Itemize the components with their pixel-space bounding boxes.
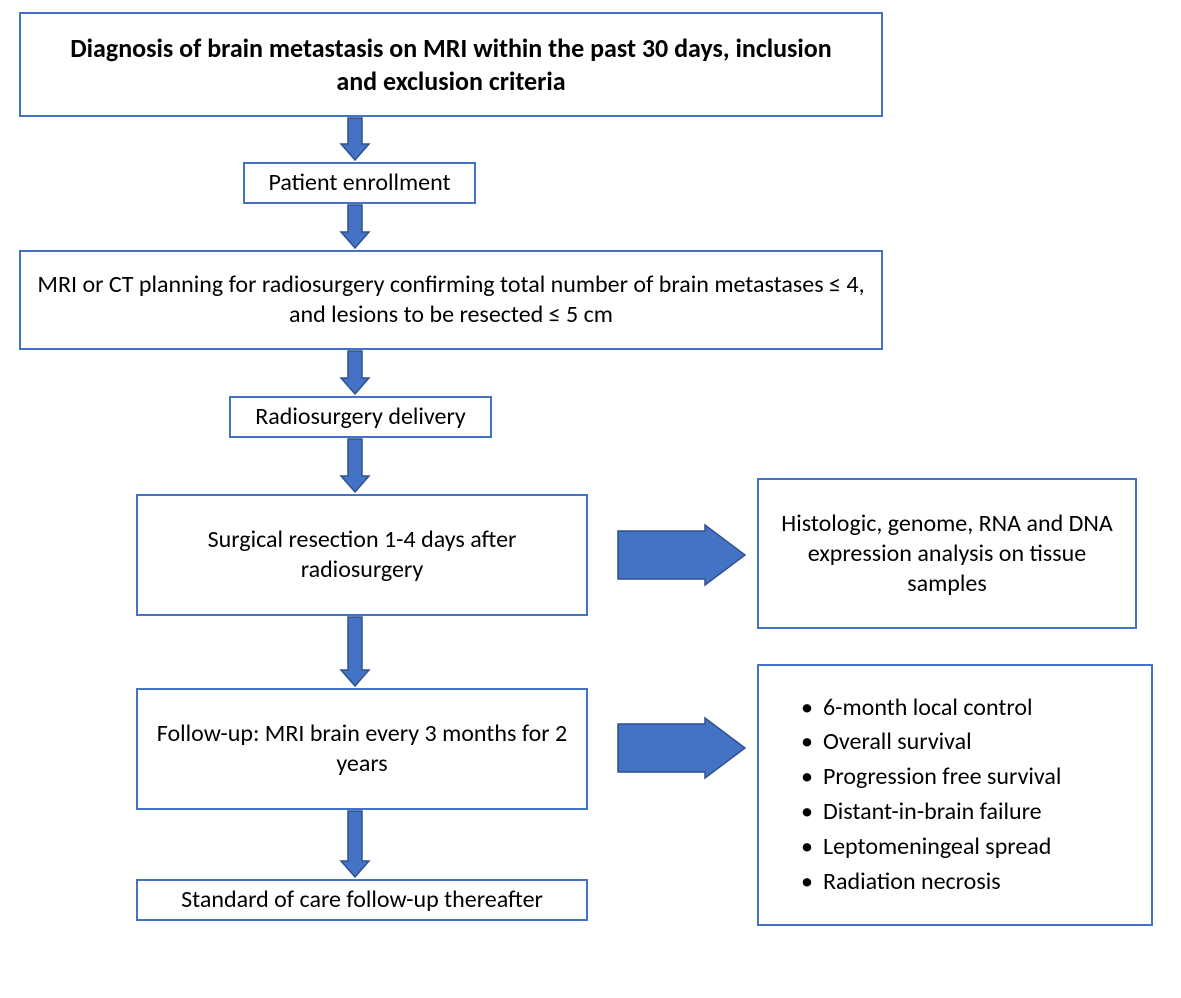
- flow-node-n7: Follow-up: MRI brain every 3 months for …: [136, 688, 588, 810]
- outcomes-list: 6-month local controlOverall survivalPro…: [773, 691, 1137, 900]
- outcomes-list-item: Leptomeningeal spread: [801, 830, 1137, 865]
- arrow-down-icon: [341, 118, 369, 160]
- arrow-down-icon: [341, 811, 369, 877]
- flow-node-label: Follow-up: MRI brain every 3 months for …: [152, 719, 572, 779]
- flow-node-n4: Radiosurgery delivery: [229, 396, 492, 438]
- outcomes-list-item: 6-month local control: [801, 691, 1137, 726]
- flow-node-n9: Standard of care follow-up thereafter: [136, 879, 588, 921]
- flow-node-label: MRI or CT planning for radiosurgery conf…: [35, 270, 867, 330]
- flow-node-n2: Patient enrollment: [243, 162, 476, 204]
- arrow-right-icon: [618, 525, 745, 585]
- flow-node-n6: Histologic, genome, RNA and DNA expressi…: [757, 478, 1137, 629]
- flowchart-canvas: Diagnosis of brain metastasis on MRI wit…: [0, 0, 1181, 998]
- flow-node-label: Radiosurgery delivery: [255, 402, 466, 432]
- flow-node-n5: Surgical resection 1-4 days after radios…: [136, 494, 588, 616]
- arrow-down-icon: [341, 351, 369, 394]
- flow-node-n1: Diagnosis of brain metastasis on MRI wit…: [19, 12, 883, 117]
- flow-node-label: Standard of care follow-up thereafter: [181, 885, 543, 915]
- outcomes-list-item: Overall survival: [801, 725, 1137, 760]
- arrow-down-icon: [341, 205, 369, 248]
- outcomes-list-item: Progression free survival: [801, 760, 1137, 795]
- outcomes-list-item: Distant-in-brain failure: [801, 795, 1137, 830]
- flow-node-label: Histologic, genome, RNA and DNA expressi…: [773, 509, 1121, 599]
- flow-node-outcomes: 6-month local controlOverall survivalPro…: [757, 664, 1153, 926]
- arrow-right-icon: [618, 718, 745, 778]
- flow-node-label: Patient enrollment: [268, 168, 450, 198]
- arrow-down-icon: [341, 617, 369, 686]
- outcomes-list-item: Radiation necrosis: [801, 865, 1137, 900]
- flow-node-n3: MRI or CT planning for radiosurgery conf…: [19, 250, 883, 350]
- flow-node-label: Diagnosis of brain metastasis on MRI wit…: [51, 32, 851, 97]
- flow-node-label: Surgical resection 1-4 days after radios…: [152, 525, 572, 585]
- arrow-down-icon: [341, 439, 369, 492]
